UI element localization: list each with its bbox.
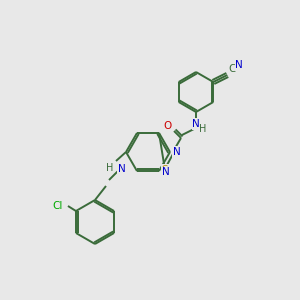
Text: O: O [164,121,172,131]
Text: N: N [173,147,181,157]
Text: H: H [199,124,207,134]
Text: N: N [118,164,126,174]
Text: N: N [162,167,170,177]
Text: N: N [235,60,243,70]
Text: C: C [228,64,236,74]
Text: Cl: Cl [53,201,63,211]
Text: H: H [106,163,113,173]
Text: S: S [162,165,168,175]
Text: N: N [192,119,200,129]
